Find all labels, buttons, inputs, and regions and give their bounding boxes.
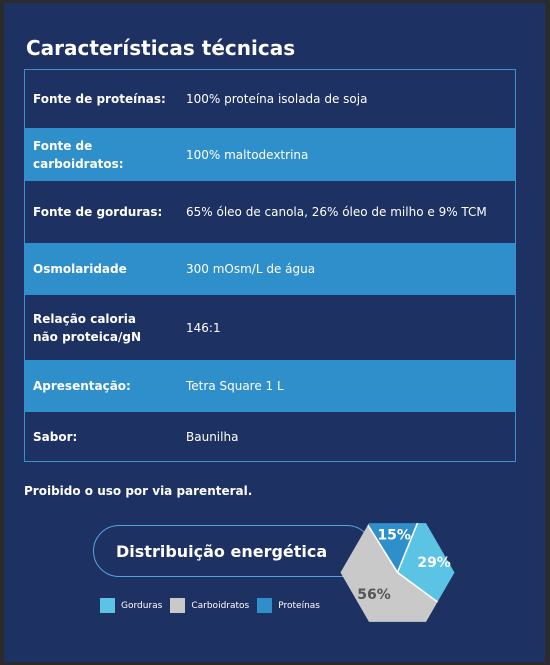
table-row: Fonte de gorduras: 65% óleo de canola, 2… bbox=[25, 181, 515, 243]
legend-label: Gorduras bbox=[121, 600, 163, 611]
row-value: 300 mOsm/L de água bbox=[186, 262, 316, 276]
legend-item: Gorduras bbox=[100, 598, 162, 613]
row-label: Osmolaridade bbox=[33, 262, 127, 276]
row-value: 65% óleo de canola, 26% óleo de milho e … bbox=[186, 205, 487, 219]
warning-text: Proibido o uso por via parenteral. bbox=[24, 484, 253, 498]
chart-title: Distribuição energética bbox=[116, 542, 328, 561]
energy-pie-chart: 29% 56% 15% bbox=[340, 523, 455, 622]
table-row: Fonte de carboidratos: 100% maltodextrin… bbox=[25, 128, 515, 181]
legend-swatch-carboidratos bbox=[170, 598, 186, 613]
legend-item: Proteínas bbox=[257, 598, 320, 613]
row-label: Fonte de proteínas: bbox=[33, 92, 166, 106]
slice-gorduras bbox=[396, 523, 455, 622]
table-row: Apresentação: Tetra Square 1 L bbox=[25, 360, 515, 412]
table-row: Fonte de proteínas: 100% proteína isolad… bbox=[25, 70, 515, 128]
table-row: Relação caloria não proteica/gN 146:1 bbox=[25, 295, 515, 360]
legend-item: Carboidratos bbox=[170, 598, 249, 613]
chart-legend: Gorduras Carboidratos Proteínas bbox=[100, 598, 328, 613]
slice-proteinas bbox=[348, 523, 433, 575]
legend-label: Proteínas bbox=[278, 600, 320, 611]
specs-table: Fonte de proteínas: 100% proteína isolad… bbox=[24, 69, 516, 462]
legend-swatch-gorduras bbox=[100, 598, 115, 613]
row-label: Apresentação: bbox=[33, 379, 131, 393]
section-title: Características técnicas bbox=[26, 36, 296, 60]
table-row: Osmolaridade 300 mOsm/L de água bbox=[25, 243, 515, 295]
row-label: Relação caloria não proteica/gN bbox=[33, 311, 142, 344]
table-row: Sabor: Baunilha bbox=[25, 412, 515, 461]
row-label: Fonte de carboidratos: bbox=[33, 138, 124, 171]
row-value: Tetra Square 1 L bbox=[186, 379, 284, 393]
row-label: Sabor: bbox=[33, 429, 78, 444]
row-value: 100% maltodextrina bbox=[186, 147, 309, 162]
legend-label: Carboidratos bbox=[191, 600, 250, 611]
row-value: 146:1 bbox=[186, 320, 221, 335]
legend-swatch-proteinas bbox=[257, 598, 273, 613]
row-value: Baunilha bbox=[186, 429, 239, 444]
label-carboidratos: 56% bbox=[357, 587, 391, 603]
label-gorduras: 29% bbox=[417, 555, 451, 571]
label-proteinas: 15% bbox=[377, 528, 411, 544]
row-label: Fonte de gorduras: bbox=[33, 205, 163, 219]
row-value: 100% proteína isolada de soja bbox=[186, 92, 368, 106]
